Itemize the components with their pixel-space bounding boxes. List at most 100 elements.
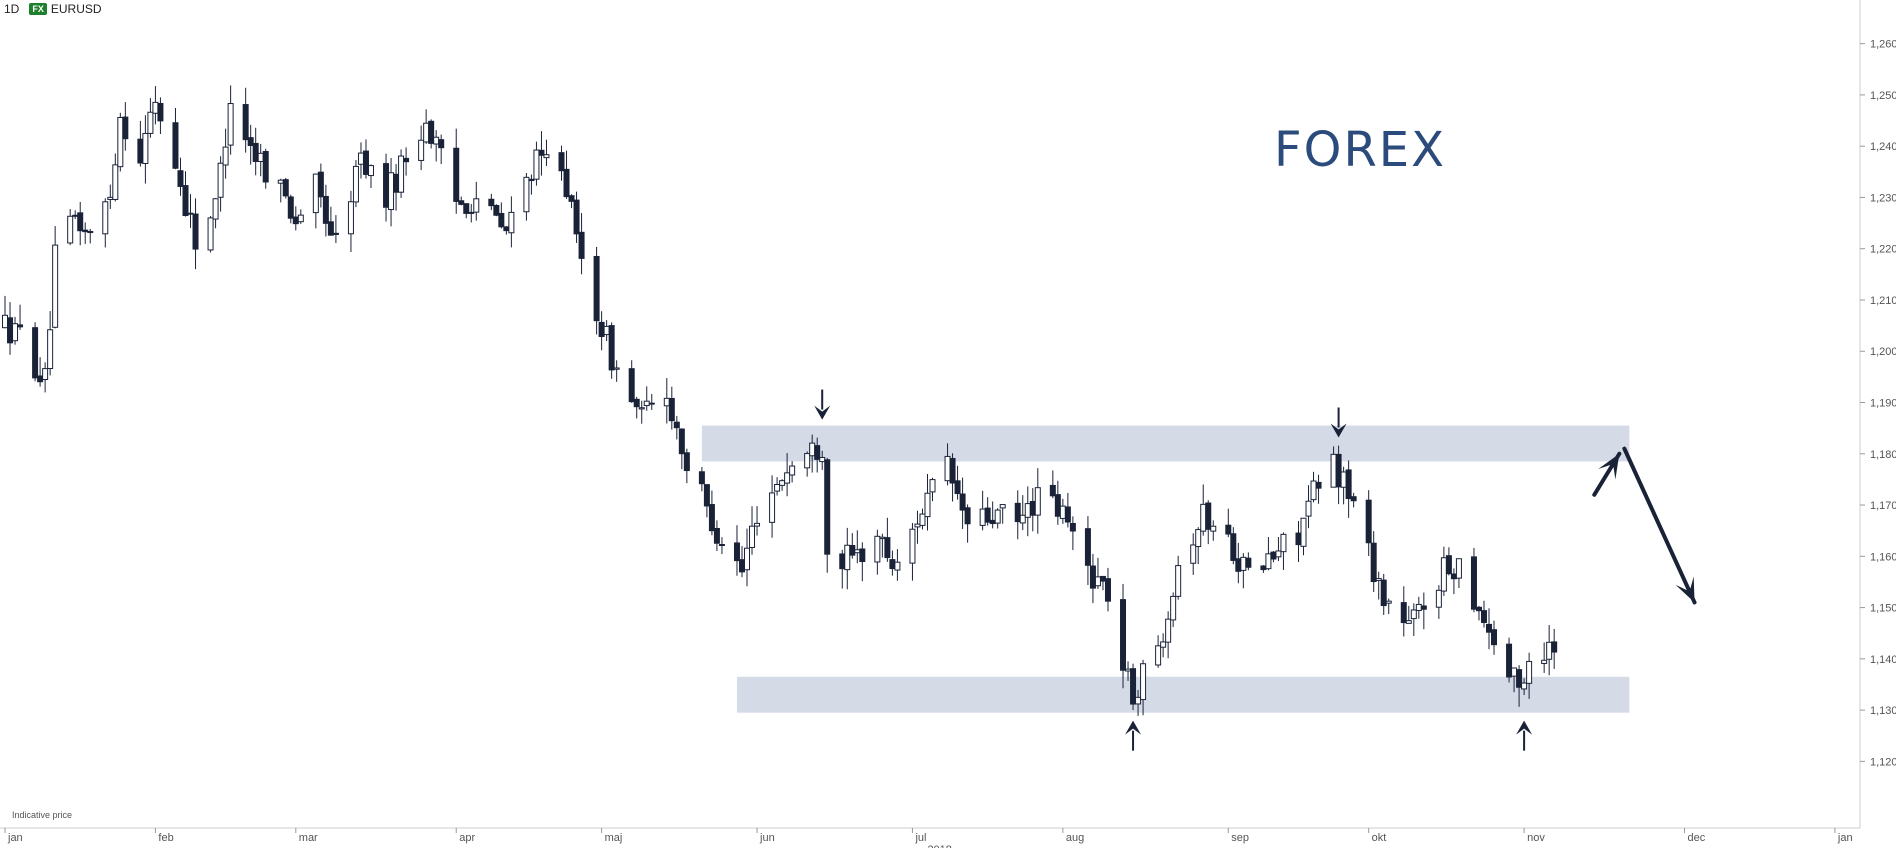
candle-body [1260, 565, 1267, 571]
candle-body [608, 325, 615, 371]
candle-body [1094, 576, 1101, 587]
y-tick-label: 1,14000 [1870, 654, 1896, 666]
price-zone [736, 676, 1630, 713]
candle-body [1140, 663, 1147, 701]
candle-body [1546, 641, 1553, 660]
candle-body [1435, 589, 1442, 608]
x-tick-label: apr [459, 832, 475, 844]
candle-body [1335, 453, 1342, 488]
candle-body [538, 149, 545, 156]
candle-body [633, 398, 640, 408]
candle-body [718, 544, 725, 547]
candle-body [1486, 623, 1493, 633]
candle-body [393, 173, 400, 193]
candle-body [568, 195, 575, 202]
candle-body [949, 458, 956, 484]
candle-body [292, 216, 299, 225]
candle-body [959, 493, 966, 511]
candle-body [332, 232, 339, 235]
zones-layer [701, 425, 1630, 713]
candle-body [418, 139, 425, 161]
candle-body [528, 178, 535, 182]
interval-label[interactable]: 1D [4, 2, 20, 16]
candle-body [1450, 573, 1457, 580]
candle-body [142, 132, 149, 164]
candle-body [769, 492, 776, 523]
candle-body [1024, 503, 1031, 518]
candle-body [12, 323, 19, 342]
candle-body [1200, 503, 1207, 532]
x-tick-label: dec [1688, 832, 1706, 844]
candle-body [849, 545, 856, 556]
candle-body [1240, 556, 1247, 571]
candle-body [673, 421, 680, 429]
candle-body [784, 472, 791, 484]
candle-body [1160, 641, 1167, 648]
candle-body [508, 211, 515, 234]
candle-body [698, 471, 705, 485]
candle-body [468, 211, 475, 214]
candle-body [683, 452, 690, 472]
up-arrow-marker [1516, 720, 1533, 735]
candle-body [473, 198, 480, 213]
candle-body [287, 196, 294, 219]
x-tick-label: jan [1837, 832, 1853, 844]
candle-body [493, 205, 500, 216]
candle-body [453, 147, 460, 202]
candle-body [909, 528, 916, 564]
candle-body [558, 152, 565, 172]
candle-body [1340, 471, 1347, 488]
candle-body [1275, 550, 1282, 558]
candle-body [1135, 696, 1142, 705]
candle-body [107, 196, 114, 201]
candle-body [1165, 618, 1172, 643]
x-tick-label: maj [605, 832, 623, 844]
candle-body [42, 368, 49, 381]
candle-body [157, 102, 164, 122]
candle-body [72, 214, 79, 217]
candle-body [643, 400, 650, 407]
candle-body [1491, 629, 1498, 646]
candle-body [563, 168, 570, 198]
candle-body [1300, 517, 1307, 547]
candle-body [1175, 565, 1182, 597]
candle-body [1155, 645, 1162, 666]
candle-body [1120, 599, 1127, 671]
candle-body [874, 535, 881, 563]
candle-body [1405, 620, 1412, 624]
candle-body [207, 217, 214, 251]
candle-body [859, 548, 866, 563]
candle-body [1375, 578, 1382, 581]
candle-body [1445, 555, 1452, 575]
candle-body [1125, 668, 1132, 672]
candle-body [282, 179, 289, 197]
candle-body [388, 172, 395, 211]
candle-body [1084, 528, 1091, 566]
candle-body [187, 212, 194, 215]
candle-body [713, 527, 720, 544]
candle-body [102, 201, 109, 235]
x-tick-label: sep [1231, 832, 1249, 844]
candle-body [1265, 553, 1272, 570]
candle-body [242, 104, 249, 141]
chart-header: 1D FX EURUSD [4, 2, 102, 16]
symbol-label[interactable]: FX EURUSD [29, 2, 102, 16]
candle-body [227, 103, 234, 146]
candle-body [944, 455, 951, 482]
candle-body [252, 142, 259, 162]
y-tick-label: 1,13000 [1870, 705, 1896, 717]
candle-body [964, 507, 971, 525]
candle-body [212, 198, 219, 220]
candle-body [322, 195, 329, 224]
candle-body [1069, 522, 1076, 532]
candle-body [52, 244, 59, 328]
candle-body [498, 212, 505, 228]
y-tick-label: 1,24000 [1870, 141, 1896, 153]
candle-body [1516, 669, 1523, 688]
candle-body [924, 492, 931, 518]
candle-body [327, 221, 334, 236]
candle-body [247, 137, 254, 146]
candle-body [458, 200, 465, 205]
candle-body [1099, 575, 1106, 582]
